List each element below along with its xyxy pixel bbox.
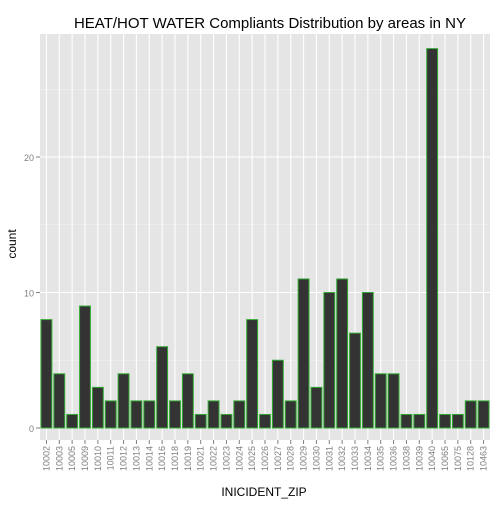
x-tick-label-10039: 10039 bbox=[414, 446, 424, 471]
bar-10024 bbox=[233, 400, 246, 429]
bar-10003 bbox=[53, 373, 66, 429]
bar-10028 bbox=[284, 400, 297, 429]
x-tick-label-10075: 10075 bbox=[453, 446, 463, 471]
x-tick-label-10023: 10023 bbox=[221, 446, 231, 471]
bar-10029 bbox=[297, 278, 310, 429]
x-tick-label-10002: 10002 bbox=[41, 446, 51, 471]
x-tick-label-10019: 10019 bbox=[183, 446, 193, 471]
y-tick-label: 10 bbox=[24, 289, 34, 299]
x-tick-label-10029: 10029 bbox=[299, 446, 309, 471]
bar-10036 bbox=[387, 373, 400, 429]
bar-10016 bbox=[156, 346, 169, 429]
plot-area: 0 10 20 10002 10003 10005 10009 10010 10011 10012… bbox=[24, 34, 490, 471]
x-tick-label-10009: 10009 bbox=[80, 446, 90, 471]
x-axis-label: INICIDENT_ZIP bbox=[221, 485, 306, 499]
x-tick-label-10010: 10010 bbox=[93, 446, 103, 471]
x-tick-label-10027: 10027 bbox=[273, 446, 283, 471]
x-tick-label-10013: 10013 bbox=[131, 446, 141, 471]
y-tick-label: 20 bbox=[24, 153, 34, 163]
x-tick-label-10012: 10012 bbox=[119, 446, 129, 471]
x-tick-label-10033: 10033 bbox=[350, 446, 360, 471]
x-tick-label-10005: 10005 bbox=[67, 446, 77, 471]
bar-10026 bbox=[259, 413, 271, 429]
x-tick-label-10018: 10018 bbox=[170, 446, 180, 471]
x-tick-label-10024: 10024 bbox=[234, 446, 244, 471]
bar-10011 bbox=[104, 400, 117, 429]
y-axis-label: count bbox=[5, 229, 19, 259]
x-tick-label-10021: 10021 bbox=[196, 446, 206, 471]
bar-10021 bbox=[194, 413, 207, 429]
bar-10022 bbox=[207, 400, 220, 429]
bar-10025 bbox=[246, 319, 259, 429]
x-tick-label-10032: 10032 bbox=[337, 446, 347, 471]
x-tick-label-10011: 10011 bbox=[106, 446, 116, 470]
bar-10030 bbox=[310, 386, 323, 429]
bar-10463 bbox=[477, 400, 490, 429]
x-tick-label-10016: 10016 bbox=[157, 446, 167, 471]
bar-10012 bbox=[117, 373, 130, 429]
chart-title: HEAT/HOT WATER Compliants Distribution b… bbox=[74, 15, 466, 32]
bar-10034 bbox=[361, 292, 374, 429]
bar-10027 bbox=[271, 359, 284, 429]
bar-10039 bbox=[413, 413, 426, 429]
x-tick-label-10128: 10128 bbox=[466, 446, 476, 471]
bar-10033 bbox=[349, 332, 361, 429]
x-tick-label-10036: 10036 bbox=[389, 446, 399, 471]
bar-10040 bbox=[426, 48, 439, 429]
x-tick-label-10031: 10031 bbox=[324, 446, 334, 471]
bar-10031 bbox=[323, 292, 336, 429]
bar-10009 bbox=[79, 305, 91, 429]
bar-10019 bbox=[181, 373, 194, 429]
x-tick-label-10065: 10065 bbox=[440, 446, 450, 471]
x-tick-label-10025: 10025 bbox=[247, 446, 257, 471]
x-tick-label-10030: 10030 bbox=[311, 446, 321, 471]
bar-10013 bbox=[130, 400, 143, 429]
x-tick-label-10034: 10034 bbox=[363, 446, 373, 471]
bar-10018 bbox=[169, 400, 181, 429]
bar-10128 bbox=[464, 400, 477, 429]
bar-10023 bbox=[220, 413, 233, 429]
bar-10002 bbox=[40, 319, 53, 429]
bar-10014 bbox=[143, 400, 156, 429]
x-tick-label-10022: 10022 bbox=[209, 446, 219, 471]
x-tick-label-10040: 10040 bbox=[427, 446, 437, 471]
x-tick-label-10028: 10028 bbox=[286, 446, 296, 471]
bar-10065 bbox=[439, 413, 451, 429]
bar-10035 bbox=[374, 373, 387, 429]
x-tick-label-10038: 10038 bbox=[401, 446, 411, 471]
bar-10010 bbox=[91, 386, 104, 429]
bar-10038 bbox=[400, 413, 413, 429]
x-tick-label-10035: 10035 bbox=[376, 446, 386, 471]
x-tick-label-10463: 10463 bbox=[479, 446, 489, 471]
y-tick-label: 0 bbox=[29, 424, 34, 434]
x-tick-label-10014: 10014 bbox=[144, 446, 154, 471]
bar-10075 bbox=[451, 413, 464, 429]
x-tick-label-10003: 10003 bbox=[54, 446, 64, 471]
bar-10032 bbox=[336, 278, 349, 429]
bar-10005 bbox=[66, 413, 79, 429]
x-tick-label-10026: 10026 bbox=[260, 446, 270, 471]
